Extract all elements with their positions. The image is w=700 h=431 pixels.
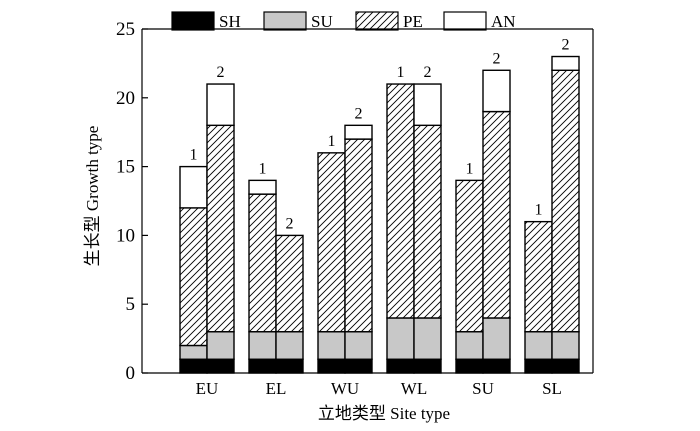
x-tick-label: EL <box>266 379 287 398</box>
legend-label-su: SU <box>311 12 333 31</box>
x-tick-label: WL <box>401 379 427 398</box>
bar-segment-sh <box>317 358 346 374</box>
bar-segment-an <box>413 83 442 127</box>
bar-number-label: 1 <box>328 133 336 150</box>
plot-area: 0 5 10 15 20 25 1 2 EU 1 2 EL 1 2 WU 1 2 WL 1 2 SU 1 2 SL <box>116 19 594 398</box>
bar-number-label: 2 <box>562 37 570 54</box>
bar-segment-su <box>344 331 373 360</box>
bar-segment-pe <box>179 207 208 347</box>
bar-segment-an <box>551 55 580 71</box>
bar-segment-pe <box>413 124 442 319</box>
bar-number-label: 2 <box>355 105 363 122</box>
bar-number-label: 2 <box>493 50 501 67</box>
y-tick-label: 15 <box>116 157 135 178</box>
bar-segment-sh <box>455 358 484 374</box>
bar-segment-sh <box>386 358 415 374</box>
bar-segment-sh <box>206 358 235 374</box>
bar-number-label: 1 <box>535 202 543 219</box>
bar-segment-pe <box>386 83 415 319</box>
bar-segment-su <box>482 317 511 360</box>
bar-segment-su <box>455 331 484 360</box>
bar-segment-su <box>206 331 235 360</box>
bar-segment-pe <box>551 69 580 333</box>
bar-segment-su <box>551 331 580 360</box>
legend-swatch-an <box>443 11 487 31</box>
bar-segment-pe <box>482 110 511 319</box>
legend: SH SU PE AN <box>171 11 516 31</box>
bar-segment-su <box>317 331 346 360</box>
x-tick-label: SL <box>542 379 562 398</box>
bar-segment-pe <box>275 234 304 333</box>
bar-segment-pe <box>317 152 346 333</box>
bar-segment-pe <box>455 179 484 333</box>
bar-segment-su <box>179 344 208 360</box>
bar-number-label: 1 <box>190 147 198 164</box>
bar-segment-sh <box>179 358 208 374</box>
y-tick-label: 5 <box>126 294 136 315</box>
y-tick-label: 10 <box>116 225 135 246</box>
legend-swatch-su <box>263 11 307 31</box>
bar-segment-pe <box>344 138 373 333</box>
bar-segment-su <box>248 331 277 360</box>
bar-segment-sh <box>248 358 277 374</box>
y-tick-label: 25 <box>116 19 135 40</box>
legend-label-sh: SH <box>219 12 241 31</box>
bar-segment-pe <box>524 220 553 333</box>
bar-number-label: 2 <box>286 215 294 232</box>
legend-swatch-pe <box>355 11 399 31</box>
bar-segment-su <box>386 317 415 360</box>
y-tick-label: 20 <box>116 88 135 109</box>
bar-number-label: 1 <box>259 160 267 177</box>
bar-segment-sh <box>344 358 373 374</box>
y-axis-label: 生长型 Growth type <box>83 126 102 267</box>
bar-segment-sh <box>524 358 553 374</box>
bar-number-label: 2 <box>424 64 432 81</box>
bar-number-label: 1 <box>397 64 405 81</box>
bar-segment-sh <box>482 358 511 374</box>
x-tick-label: EU <box>196 379 219 398</box>
bar-segment-an <box>206 83 235 127</box>
bar-segment-su <box>275 331 304 360</box>
bar-segment-an <box>344 124 373 140</box>
bar-segment-sh <box>275 358 304 374</box>
x-axis-label: 立地类型 Site type <box>318 404 450 423</box>
bar-segment-su <box>524 331 553 360</box>
bar-segment-sh <box>551 358 580 374</box>
bar-segment-an <box>482 69 511 113</box>
bar-number-label: 1 <box>466 160 474 177</box>
y-tick-label: 0 <box>126 363 136 384</box>
legend-label-an: AN <box>491 12 516 31</box>
bar-number-label: 2 <box>217 64 225 81</box>
x-tick-label: SU <box>472 379 494 398</box>
bar-segment-sh <box>413 358 442 374</box>
bar-segment-pe <box>248 193 277 333</box>
legend-label-pe: PE <box>403 12 423 31</box>
x-tick-label: WU <box>331 379 359 398</box>
bar-segment-an <box>179 165 208 209</box>
bar-segment-an <box>248 179 277 195</box>
bar-segment-su <box>413 317 442 360</box>
legend-swatch-sh <box>171 11 215 31</box>
bar-segment-pe <box>206 124 235 333</box>
